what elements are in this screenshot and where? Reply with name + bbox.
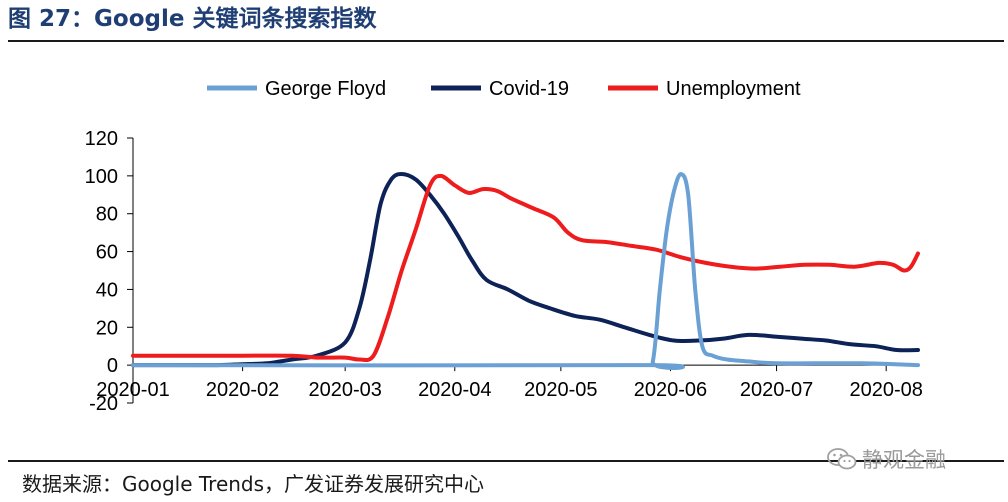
line-chart: George Floyd Covid-19 Unemployment -20 0 20 4… [85,78,923,415]
y-tick-label: 80 [96,204,118,226]
chart-legend: George Floyd Covid-19 Unemployment [207,78,801,100]
y-tick-label: -20 [89,393,118,415]
watermark-text: 静观金融 [862,448,946,472]
legend-label: Covid-19 [489,78,569,100]
y-tick-label: 120 [85,128,118,150]
x-tick-label: 2020-05 [524,379,597,401]
wechat-icon [827,448,857,470]
legend-label: Unemployment [666,78,801,100]
bottom-rule [8,460,1004,462]
x-axis: 2020-01 2020-02 2020-03 2020-04 2020-05 2020-… [96,364,923,401]
x-tick-label: 2020-03 [308,379,381,401]
legend-item-george-floyd: George Floyd [207,78,386,100]
legend-label: George Floyd [265,78,386,100]
series-group [131,172,920,370]
y-tick-label: 40 [96,279,118,301]
x-tick-label: 2020-01 [96,379,169,401]
source-note: 数据来源：Google Trends，广发证券发展研究中心 [22,472,485,496]
x-tick-label: 2020-06 [634,379,707,401]
series-line-unemployment [131,173,920,363]
legend-item-unemployment: Unemployment [608,78,801,100]
x-tick-label: 2020-07 [740,379,813,401]
top-rule [8,40,1004,42]
y-tick-label: 0 [107,355,118,377]
y-tick-label: 60 [96,242,118,264]
series-line-george-floyd [131,172,920,370]
series-line-covid-19 [131,172,920,368]
x-tick-label: 2020-02 [206,379,279,401]
legend-item-covid-19: Covid-19 [431,78,569,100]
y-axis: -20 0 20 40 60 80 100 120 [85,128,134,415]
y-tick-label: 20 [96,317,118,339]
x-tick-label: 2020-04 [418,379,491,401]
x-tick-label: 2020-08 [849,379,922,401]
y-tick-label: 100 [85,166,118,188]
figure-title: 图 27：Google 关键词条搜索指数 [8,6,377,32]
wechat-watermark: 静观金融 [826,441,946,477]
